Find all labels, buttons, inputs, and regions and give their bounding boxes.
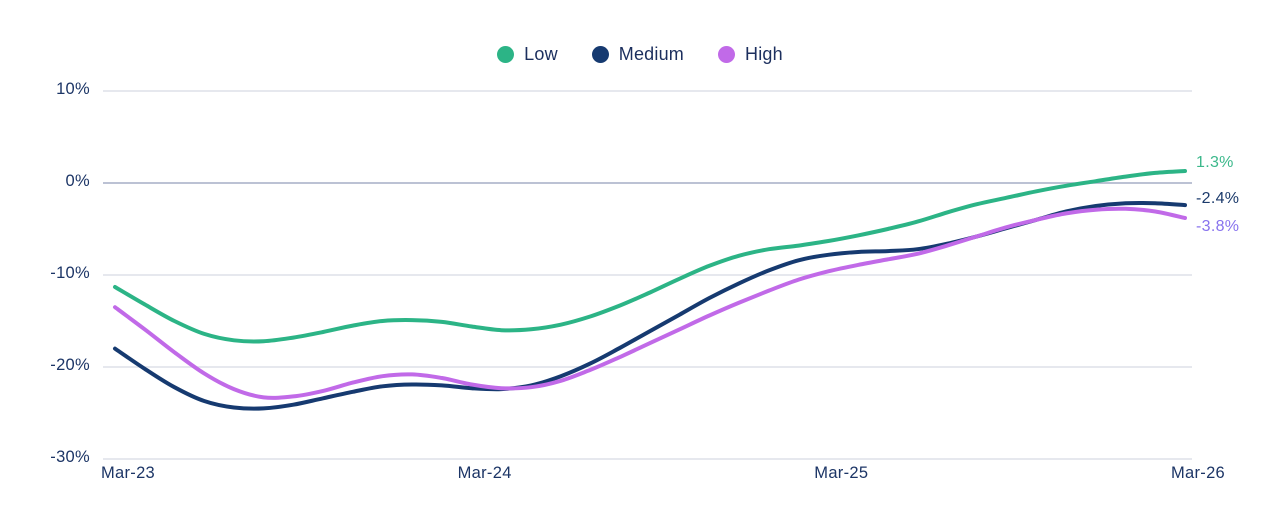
legend-dot-low-icon (497, 46, 515, 63)
end-label-high: -3.8% (1196, 217, 1240, 235)
chart-legend: Low Medium High (0, 44, 1280, 65)
end-label-medium: -2.4% (1196, 190, 1240, 208)
legend-dot-medium-icon (591, 46, 609, 63)
series-line-medium[interactable] (113, 200, 1187, 411)
y-tick-label: -10% (50, 264, 90, 282)
x-tick-label: Mar-25 (814, 464, 869, 482)
x-tick-label: Mar-26 (1170, 464, 1226, 482)
legend-dot-high-icon (718, 46, 736, 63)
legend-label-medium: Medium (618, 44, 685, 64)
y-tick-label: 10% (56, 80, 90, 98)
x-tick-label: Mar-24 (457, 464, 512, 482)
end-label-low: 1.3% (1196, 154, 1234, 172)
legend-item-high[interactable]: High (718, 44, 783, 65)
series-line-high[interactable] (113, 206, 1187, 400)
y-tick-label: -20% (50, 356, 90, 374)
legend-item-medium[interactable]: Medium (591, 44, 685, 65)
x-tick-label: Mar-23 (100, 464, 156, 482)
y-tick-label: -30% (50, 448, 90, 466)
legend-item-low[interactable]: Low (497, 44, 558, 65)
legend-label-high: High (745, 44, 783, 64)
y-tick-label: 0% (65, 172, 90, 190)
legend-label-low: Low (524, 44, 558, 64)
series-line-low[interactable] (113, 169, 1187, 344)
